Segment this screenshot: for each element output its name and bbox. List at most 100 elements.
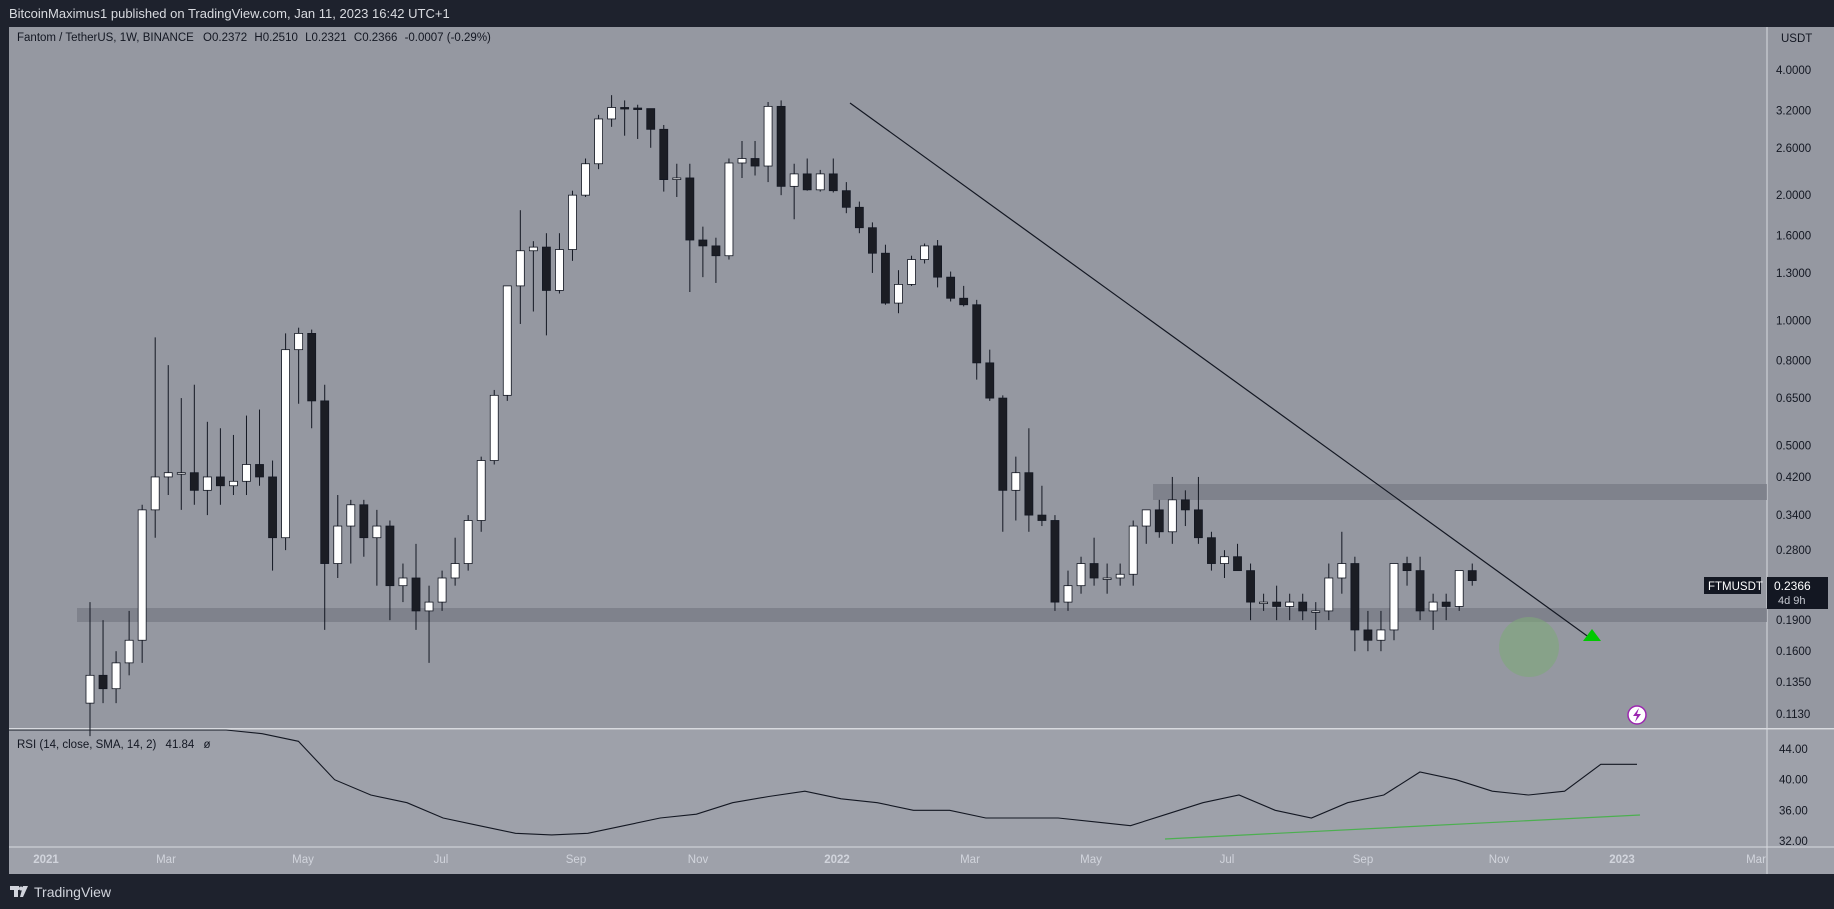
candle (789, 163, 799, 220)
time-tick-label: Sep (566, 854, 586, 866)
candle (633, 104, 643, 139)
candle (1076, 556, 1086, 594)
candle (1298, 593, 1308, 621)
rsi-pane[interactable] (9, 730, 1767, 874)
candle (1063, 570, 1073, 611)
candle (346, 499, 356, 564)
time-tick-label: May (1080, 854, 1102, 866)
footer-bar: TradingView (0, 875, 1834, 909)
low-label: L (305, 32, 312, 44)
candle (685, 163, 695, 292)
price-value-label: 0.2366 (1774, 579, 1811, 593)
price-tick-label: 0.1900 (1776, 615, 1811, 627)
candle (711, 237, 721, 283)
rsi-axis-pane[interactable] (1767, 730, 1834, 874)
tradingview-logo[interactable]: TradingView (10, 883, 111, 901)
candle (437, 570, 447, 611)
candle (620, 100, 630, 136)
rsi-trendline (1164, 814, 1641, 840)
time-tick-label: May (292, 854, 314, 866)
candle (1194, 476, 1203, 544)
rsi-label: RSI (14, close, SMA, 14, 2) (17, 739, 157, 751)
candle (1415, 556, 1425, 621)
price-tick-label: 0.1350 (1776, 677, 1811, 689)
candle (763, 102, 773, 183)
candle (333, 495, 343, 578)
price-tick-label: 4.0000 (1776, 65, 1811, 77)
candle (907, 255, 916, 286)
candle (111, 651, 121, 704)
resistance-zone (1153, 484, 1767, 500)
breakout-marker (1583, 629, 1601, 641)
candle (894, 270, 903, 314)
price-tick-label: 0.3400 (1776, 510, 1811, 522)
candle (1141, 509, 1151, 544)
tradingview-logo-icon (10, 886, 28, 897)
rsi-tick-label: 44.00 (1779, 744, 1808, 756)
candle (724, 158, 734, 260)
candle (581, 158, 590, 197)
candle (828, 158, 838, 193)
candle (1311, 602, 1321, 630)
price-tick-label: 2.6000 (1776, 143, 1811, 155)
candle (1115, 563, 1125, 586)
countdown-label: 4d 9h (1778, 595, 1806, 607)
candle (1102, 563, 1112, 594)
time-tick-label: 2023 (1609, 854, 1635, 866)
candle (868, 222, 877, 273)
candle (1050, 515, 1060, 611)
descending-trendline (849, 102, 1591, 639)
time-tick-label: Jul (434, 854, 449, 866)
price-tick-label: 0.4200 (1776, 472, 1811, 484)
lightning-icon[interactable] (1627, 705, 1647, 725)
current-price-label: FTMUSDT 0.2366 4d 9h (1704, 577, 1828, 609)
rsi-tick-label: 40.00 (1779, 775, 1808, 787)
candle (776, 100, 786, 196)
candle (202, 421, 212, 516)
low-value: 0.2321 (311, 32, 346, 44)
candle (959, 285, 969, 307)
rsi-axis: 44.00 40.00 36.00 32.00 (1779, 744, 1808, 848)
candle (385, 520, 395, 621)
time-tick-label: Mar (960, 854, 980, 866)
candle (150, 337, 160, 538)
candle (255, 409, 264, 486)
candle (176, 398, 186, 510)
candle (502, 285, 512, 401)
candle (841, 182, 851, 214)
price-axis: 4.0000 3.2000 2.6000 2.0000 1.6000 1.3000 1.00… (1776, 65, 1811, 721)
rsi-tick-label: 32.00 (1779, 836, 1808, 848)
footer-brand: TradingView (34, 884, 112, 900)
time-tick-label: 2021 (33, 854, 59, 866)
candle (268, 460, 277, 571)
candle (1272, 585, 1282, 621)
candle (307, 329, 317, 429)
symbol-name: Fantom / TetherUS, 1W, BINANCE (17, 32, 194, 44)
support-zone (77, 608, 1767, 622)
chart-area[interactable]: Fantom / TetherUS, 1W, BINANCE O0.2372 H… (0, 27, 1834, 875)
candle (229, 434, 238, 496)
candle (463, 515, 473, 571)
candle (1037, 485, 1047, 527)
candle (1246, 563, 1255, 621)
price-tick-label: 2.0000 (1776, 190, 1811, 202)
symbol-legend: Fantom / TetherUS, 1W, BINANCE O0.2372 H… (17, 32, 491, 44)
candle (476, 456, 486, 532)
close-label: C (354, 32, 362, 44)
candle (1220, 550, 1229, 578)
time-tick-label: 2022 (824, 854, 850, 866)
candle (972, 299, 982, 380)
candle (1259, 593, 1268, 611)
candle (489, 389, 499, 465)
candle (528, 241, 538, 312)
candle (1454, 570, 1464, 611)
time-tick-label: Mar (1746, 854, 1766, 866)
candle (1024, 428, 1034, 532)
candle (424, 585, 434, 663)
candle (189, 384, 199, 505)
price-axis-pane[interactable] (1767, 27, 1834, 729)
candle (1324, 563, 1334, 621)
price-pane[interactable] (9, 27, 1767, 729)
candle (1350, 556, 1360, 652)
price-tick-label: 0.1600 (1776, 646, 1811, 658)
